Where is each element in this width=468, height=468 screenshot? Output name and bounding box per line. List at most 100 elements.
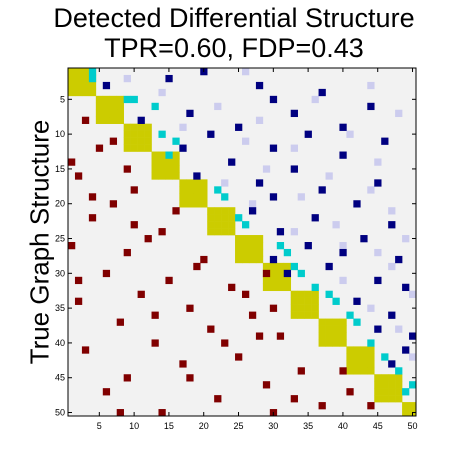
diagonal-block-cell	[235, 242, 243, 250]
diagonal-cell	[207, 207, 215, 215]
diagonal-cell	[304, 304, 312, 312]
missed-edge-cell	[374, 248, 382, 257]
diagonal-block-cell	[116, 102, 124, 111]
diagonal-block-cell	[137, 144, 145, 152]
diagonal-block-cell	[325, 318, 333, 326]
true-edge-cell	[255, 332, 264, 340]
diagonal-cell	[228, 228, 236, 236]
x-tick-label: 35	[303, 421, 313, 431]
true-positive-cell	[395, 367, 403, 375]
true-edge-cell	[346, 388, 354, 396]
true-edge-cell	[276, 332, 285, 340]
diagonal-block-cell	[360, 346, 368, 354]
true-edge-cell	[158, 409, 166, 417]
diagonal-block-cell	[367, 360, 375, 368]
missed-edge-cell	[248, 200, 257, 208]
diagonal-block-cell	[81, 74, 90, 83]
true-edge-cell	[179, 360, 187, 368]
true-edge-cell	[221, 339, 229, 347]
false-positive-cell	[318, 88, 326, 97]
true-edge-cell	[318, 402, 326, 410]
true-edge-cell	[88, 193, 97, 201]
missed-edge-cell	[332, 221, 340, 229]
diagonal-cell	[123, 123, 131, 131]
false-positive-cell	[304, 130, 312, 138]
false-positive-cell	[186, 109, 194, 118]
diagonal-block-cell	[360, 367, 368, 375]
diagonal-block-cell	[193, 179, 201, 187]
diagonal-block-cell	[116, 95, 124, 104]
true-edge-cell	[242, 290, 250, 298]
diagonal-block-cell	[248, 242, 257, 250]
diagonal-block-cell	[297, 304, 305, 312]
diagonal-block-cell	[269, 262, 278, 271]
diagonal-block-cell	[395, 388, 403, 396]
missed-edge-cell	[242, 137, 250, 145]
false-positive-cell	[269, 144, 278, 152]
diagonal-block-cell	[381, 395, 389, 403]
missed-edge-cell	[221, 179, 229, 187]
diagonal-block-cell	[172, 165, 180, 173]
diagonal-block-cell	[207, 221, 215, 229]
diagonal-cell	[109, 109, 118, 118]
diagonal-block-cell	[228, 221, 236, 229]
missed-edge-cell	[158, 88, 166, 97]
diagonal-block-cell	[144, 130, 152, 138]
diagonal-cell	[158, 158, 166, 166]
missed-edge-cell	[297, 193, 305, 201]
diagonal-cell	[74, 74, 83, 83]
diagonal-block-cell	[276, 283, 285, 292]
x-tick-label: 45	[373, 421, 383, 431]
true-positive-cell	[165, 151, 173, 159]
diagonal-block-cell	[193, 200, 201, 208]
diagonal-block-cell	[290, 311, 298, 319]
false-positive-cell	[339, 151, 347, 159]
y-tick-label: 5	[60, 94, 65, 104]
diagonal-cell	[193, 193, 201, 201]
false-positive-cell	[395, 255, 403, 264]
true-edge-cell	[74, 172, 83, 180]
diagonal-block-cell	[381, 374, 389, 382]
x-tick-label: 30	[268, 421, 278, 431]
false-positive-cell	[276, 228, 285, 236]
diagonal-block-cell	[262, 283, 271, 292]
diagonal-block-cell	[193, 186, 201, 194]
diagonal-block-cell	[304, 311, 312, 319]
false-positive-cell	[137, 116, 145, 124]
diagonal-block-cell	[228, 207, 236, 215]
diagonal-block-cell	[221, 228, 229, 236]
true-edge-cell	[116, 409, 124, 417]
x-tick-label: 15	[164, 421, 174, 431]
diagonal-cell	[214, 214, 222, 222]
diagonal-block-cell	[95, 109, 104, 118]
diagonal-block-cell	[269, 276, 278, 285]
diagonal-block-cell	[290, 304, 298, 312]
true-positive-cell	[367, 339, 375, 347]
diagonal-cell	[388, 388, 396, 396]
diagonal-block-cell	[311, 290, 319, 298]
diagonal-block-cell	[81, 68, 90, 76]
diagonal-block-cell	[130, 144, 138, 152]
missed-edge-cell	[325, 172, 333, 180]
diagonal-cell	[353, 353, 361, 361]
false-positive-cell	[165, 74, 173, 83]
true-edge-cell	[214, 395, 222, 403]
diagonal-cell	[186, 186, 194, 194]
false-positive-cell	[269, 193, 278, 201]
chart-subtitle: TPR=0.60, FDP=0.43	[104, 33, 364, 63]
diagonal-cell	[242, 242, 250, 250]
false-positive-cell	[325, 262, 333, 271]
diagonal-block-cell	[74, 88, 83, 97]
true-positive-cell	[332, 297, 340, 305]
diagonal-cell	[172, 172, 180, 180]
true-edge-cell	[81, 116, 90, 124]
diagonal-block-cell	[318, 325, 326, 333]
true-edge-cell	[74, 276, 83, 285]
diagonal-block-cell	[374, 395, 382, 403]
diagonal-block-cell	[255, 242, 264, 250]
diagonal-block-cell	[318, 332, 326, 340]
diagonal-block-cell	[269, 283, 278, 292]
true-positive-cell	[214, 186, 222, 194]
diagonal-block-cell	[207, 214, 215, 222]
